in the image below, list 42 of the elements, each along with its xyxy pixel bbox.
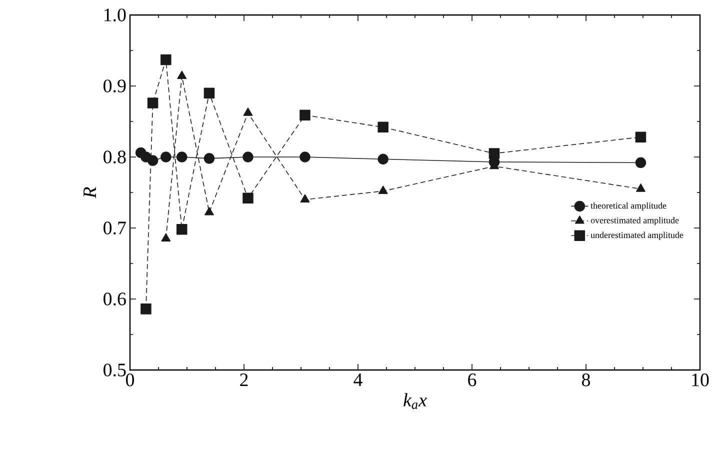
y-axis-title: R <box>84 187 96 198</box>
point <box>242 192 254 204</box>
point <box>635 132 646 142</box>
x-tick-label: 10 <box>692 374 709 386</box>
point <box>176 152 188 162</box>
point <box>161 233 171 242</box>
y-tick-label: 0.8 <box>104 150 126 164</box>
x-tick-label: 6 <box>468 374 476 386</box>
legend-label: overestimated amplitude <box>590 217 679 226</box>
y-tick-label: 0.5 <box>104 364 126 376</box>
legend-label: theoretical amplitude <box>590 202 666 210</box>
point <box>204 88 215 98</box>
point <box>378 154 388 165</box>
point <box>243 108 253 116</box>
point <box>635 157 646 168</box>
x-tick-label: 8 <box>582 374 590 386</box>
point <box>204 206 214 216</box>
point <box>300 194 310 202</box>
x-tick-label: 2 <box>240 374 248 386</box>
point <box>160 54 172 66</box>
point <box>378 122 388 133</box>
point <box>378 186 388 194</box>
point <box>242 152 254 162</box>
point <box>636 184 646 192</box>
y-tick-label: 1.0 <box>104 8 126 22</box>
y-tick-label: 0.6 <box>104 292 126 306</box>
x-tick-label: 0 <box>126 374 134 386</box>
point <box>176 224 188 235</box>
point <box>140 304 152 314</box>
legend-label: underestimated amplitude <box>590 232 684 240</box>
point <box>147 98 158 108</box>
point <box>488 148 500 159</box>
x-axis-title: k$_{a}$x <box>404 393 427 409</box>
y-tick-label: 0.7 <box>104 222 126 234</box>
point <box>147 155 158 166</box>
y-tick-label: 0.9 <box>104 80 126 92</box>
point <box>300 110 310 120</box>
point <box>177 70 187 79</box>
point <box>204 153 215 164</box>
point <box>160 152 172 162</box>
x-tick-label: 4 <box>354 374 362 386</box>
point <box>300 152 310 162</box>
